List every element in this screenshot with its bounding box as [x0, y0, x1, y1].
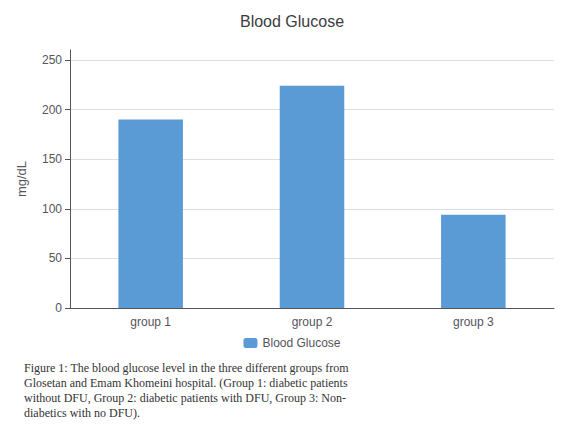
- svg-text:0: 0: [55, 301, 62, 315]
- svg-text:group 3: group 3: [453, 315, 494, 329]
- svg-text:mg/dL: mg/dL: [14, 161, 29, 197]
- svg-text:Figure 1: The blood glucose le: Figure 1: The blood glucose level in the…: [24, 361, 349, 375]
- svg-text:100: 100: [42, 202, 62, 216]
- svg-text:group 1: group 1: [130, 315, 171, 329]
- svg-text:Blood Glucose: Blood Glucose: [262, 336, 340, 350]
- svg-text:250: 250: [42, 53, 62, 67]
- svg-text:200: 200: [42, 103, 62, 117]
- svg-text:150: 150: [42, 152, 62, 166]
- svg-text:without DFU, Group 2: diabetic: without DFU, Group 2: diabetic patients …: [24, 391, 346, 405]
- svg-text:diabetics with no DFU).: diabetics with no DFU).: [24, 406, 140, 420]
- svg-text:group 2: group 2: [292, 315, 333, 329]
- svg-text:Glosetan and Emam Khomeini hos: Glosetan and Emam Khomeini hospital. (Gr…: [24, 376, 348, 390]
- svg-text:50: 50: [49, 251, 63, 265]
- svg-text:Blood Glucose: Blood Glucose: [240, 13, 344, 30]
